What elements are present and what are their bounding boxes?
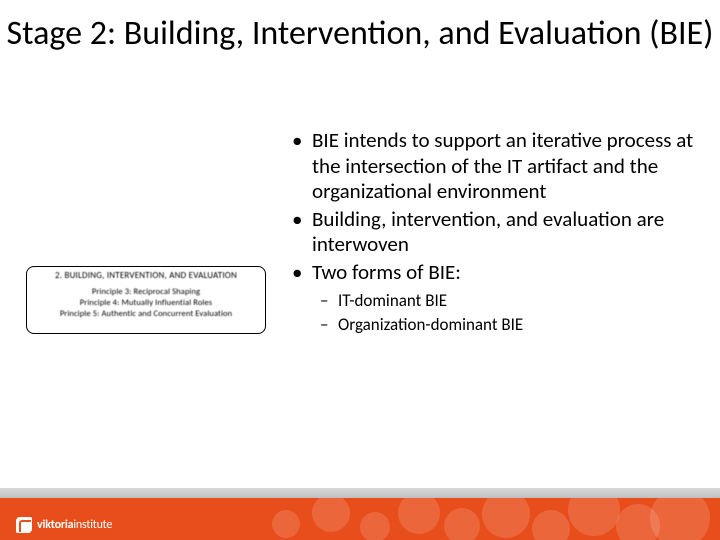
logo-text: viktoriainstitute [37,518,112,532]
sub-bullet-item: Organization-dominant BIE [312,314,702,336]
sub-bullet-item: IT-dominant BIE [312,290,702,312]
footer-strip [0,488,720,498]
diagram-principle: Principle 5: Authentic and Concurrent Ev… [27,309,265,320]
logo-brand-2: institute [73,518,112,532]
bullet-item: BIE intends to support an iterative proc… [282,128,702,205]
logo-icon [16,517,32,533]
slide-title: Stage 2: Building, Intervention, and Eva… [0,14,720,54]
bullet-text: Two forms of BIE: [312,259,461,285]
footer-logo: viktoriainstitute [16,517,112,533]
diagram-box: 2. BUILDING, INTERVENTION, AND EVALUATIO… [26,266,266,334]
sub-bullet-list: IT-dominant BIE Organization-dominant BI… [312,290,702,336]
diagram-heading: 2. BUILDING, INTERVENTION, AND EVALUATIO… [27,270,265,281]
diagram-principle: Principle 4: Mutually Influential Roles [27,298,265,309]
slide: Stage 2: Building, Intervention, and Eva… [0,0,720,540]
footer-pattern [250,498,720,540]
content-area: BIE intends to support an iterative proc… [282,128,702,338]
bullet-item: Two forms of BIE: IT-dominant BIE Organi… [282,260,702,336]
footer: viktoriainstitute [0,488,720,540]
bullet-list: BIE intends to support an iterative proc… [282,128,702,336]
bullet-item: Building, intervention, and evaluation a… [282,207,702,258]
footer-main: viktoriainstitute [0,498,720,540]
logo-brand-1: viktoria [37,518,73,532]
diagram-principle: Principle 3: Reciprocal Shaping [27,287,265,298]
